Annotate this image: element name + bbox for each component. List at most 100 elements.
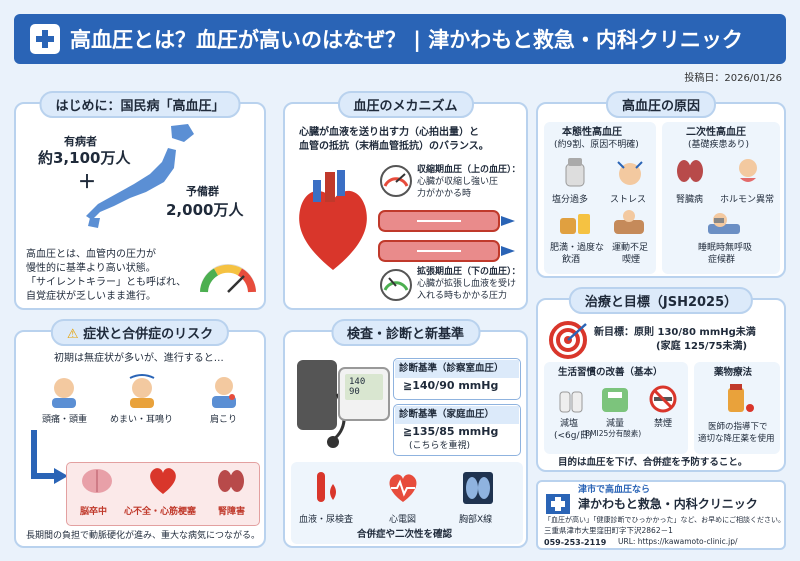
symptoms-intro: 初期は無症状が多いが、進行すると… <box>54 353 224 364</box>
lifestyle-weight: 減量 <box>606 419 625 429</box>
clinic-url[interactable]: URL: https://kawamoto-clinic.jp/ <box>618 537 738 546</box>
complication-stroke: 脳卒中 <box>80 507 108 517</box>
lifestyle-salt: 減塩 <box>560 419 579 429</box>
bp-bottom-reading: 90 <box>349 387 360 397</box>
systolic-line-2: 心臓が収縮し強い圧 <box>417 177 499 187</box>
headache-person-icon <box>52 378 76 408</box>
symptoms-foot: 長期間の負担で動脈硬化が進み、重大な病気につながる。 <box>26 531 261 541</box>
cause-drinking: 飲酒 <box>562 255 581 265</box>
dizziness-person-icon <box>129 374 155 408</box>
bp-top-reading: 140 <box>349 377 366 387</box>
medicine-bottle-icon <box>728 384 754 412</box>
diagnosis-title: 検査・診断と新基準 <box>330 319 481 346</box>
intro-desc-2: 慢性的に基準より高い状態。 <box>26 263 156 274</box>
salt-shaker-icon <box>559 391 583 413</box>
warning-icon: ⚠ <box>66 327 79 342</box>
causes-panel: 高血圧の原因 本態性高血圧 (約9割、原因不明確) 二次性高血圧 (基礎疾患あり… <box>536 91 786 278</box>
diastolic-line-2: 心臓が拡張し血液を受け <box>417 279 517 289</box>
sleep-apnea-icon <box>708 213 740 234</box>
lifestyle-salt-note: (<6g/日) <box>554 431 593 441</box>
post-date: 投稿日：2026/01/26 <box>684 73 782 84</box>
secondary-sub: (基礎疾患あり) <box>688 140 750 150</box>
home-criteria-note: (こちらを重視) <box>409 441 471 451</box>
diagnosis-panel: 検査・診断と新基準 140 90 診断基準（診察室血圧） ≧140/90 mmH… <box>283 319 528 548</box>
clinic-panel: 津市で高血圧なら 津かわもと救急・内科クリニック 「血圧が高い」「健康診断でひっ… <box>536 480 786 550</box>
test-blood-urine: 血液・尿検査 <box>299 515 354 525</box>
stiff-shoulder-icon <box>212 377 236 408</box>
kidney-icon <box>677 160 703 182</box>
couch-icon <box>614 210 644 234</box>
brain-icon <box>82 469 112 493</box>
complication-kidney: 腎障害 <box>218 507 246 517</box>
clinic-address: 三重県津市大里窪田町字下沢2862－1 <box>544 526 673 535</box>
diastolic-line-1: 拡張期血圧（下の血圧）： <box>417 267 521 277</box>
cause-obesity: 肥満・過度な <box>550 243 605 253</box>
chest-xray-icon <box>463 472 493 504</box>
symptoms-panel: ⚠ 症状と合併症のリスク 初期は無症状が多いが、進行すると… 頭痛・頭重 めまい… <box>14 319 266 548</box>
essential-subpanel <box>544 122 656 274</box>
mechanism-title: 血圧のメカニズム <box>337 91 474 118</box>
clinic-name: 津かわもと救急・内科クリニック <box>578 497 758 511</box>
intro-desc-4: 自覚症状が乏しいまま進行。 <box>26 291 156 302</box>
secondary-syndrome: 症候群 <box>708 255 736 265</box>
essential-title: 本態性高血圧 <box>562 127 622 138</box>
cause-stress: ストレス <box>610 195 647 205</box>
diastolic-gauge-icon <box>380 269 412 301</box>
symptoms-title: ⚠ 症状と合併症のリスク <box>50 319 230 346</box>
diastolic-line-3: 入れる時もかかる圧力 <box>417 291 508 301</box>
lifestyle-weight-note: (BMI25分有酸素) <box>582 429 642 438</box>
treatment-title: 治療と目標（JSH2025） <box>568 287 754 314</box>
hospital-icon <box>546 494 570 514</box>
secondary-sleep-apnea: 睡眠時無呼吸 <box>698 243 753 253</box>
home-criteria-label: 診断基準（家庭血圧） <box>395 406 519 424</box>
stress-icon <box>617 161 643 185</box>
medication-line-2: 適切な降圧薬を使用 <box>698 434 775 444</box>
clinic-tel[interactable]: 059-253-2119 <box>544 538 607 547</box>
secondary-kidney: 腎臓病 <box>676 195 704 205</box>
test-tube-icon <box>317 472 336 502</box>
test-ecg: 心電図 <box>389 515 417 525</box>
ecg-heart-icon <box>389 474 417 502</box>
clinic-message: 「血圧が高い」「健康診断でひっかかった」など、お早めにご相談ください。 <box>544 516 786 524</box>
thyroid-icon <box>739 159 757 182</box>
medication-title: 薬物療法 <box>714 367 753 378</box>
secondary-subpanel <box>662 122 780 274</box>
heart-icon <box>299 170 367 270</box>
symptom-headache: 頭痛・頭重 <box>42 415 88 425</box>
secondary-hormone: ホルモン異常 <box>720 195 775 205</box>
symptom-dizziness: めまい・耳鳴り <box>110 415 174 425</box>
causes-title: 高血圧の原因 <box>605 91 717 118</box>
no-smoking-icon <box>649 385 677 413</box>
symptoms-title-text: 症状と合併症のリスク <box>83 327 214 342</box>
scale-icon <box>602 388 628 412</box>
intro-title: はじめに：国民病「高血圧」 <box>39 91 241 118</box>
kidney-small-icon <box>218 470 244 492</box>
clinic-criteria-label: 診断基準（診察室血圧） <box>395 360 519 378</box>
treatment-panel: 治療と目標（JSH2025） 新目標：原則 130/80 mmHg未満 (家庭 … <box>536 287 786 472</box>
clinic-criteria-value: ≧140/90 mmHg <box>403 379 499 392</box>
complication-heart: 心不全・心筋梗塞 <box>124 507 197 517</box>
progression-arrow-icon <box>31 430 68 484</box>
patients-value: 約3,100万人 <box>38 149 131 167</box>
artery-wide-icon <box>378 240 515 262</box>
food-drink-icon <box>560 214 590 234</box>
diagnosis-foot: 合併症や二次性を確認 <box>357 529 453 540</box>
systolic-line-1: 収縮期血圧（上の血圧）： <box>417 165 521 175</box>
page-header: 高血圧とは？血圧が高いのはなぜ？ | 津かわもと救急・内科クリニック <box>14 14 786 64</box>
japan-map-icon <box>86 124 194 228</box>
target-icon <box>549 321 587 359</box>
mechanism-intro-1: 心臓が血液を送り出す力（心拍出量）と <box>299 127 479 138</box>
cause-no-exercise: 運動不足 <box>612 243 649 253</box>
clinic-pre: 津市で高血圧なら <box>578 485 651 495</box>
home-criteria-value: ≧135/85 mmHg <box>403 425 499 438</box>
medical-cross-icon <box>30 24 60 54</box>
systolic-line-3: 力がかかる時 <box>417 189 472 199</box>
treatment-foot: 目的は血圧を下げ、合併症を予防すること。 <box>558 457 748 468</box>
secondary-title: 二次性高血圧 <box>686 127 746 138</box>
mechanism-intro-2: 血管の抵抗（末梢血管抵抗）のバランス。 <box>299 141 489 152</box>
reserve-value: 2,000万人 <box>166 201 244 219</box>
plus-sign: ＋ <box>78 172 96 193</box>
intro-desc-3: 「サイレントキラー」とも呼ばれ、 <box>26 277 187 288</box>
cause-smoking: 喫煙 <box>622 255 641 265</box>
patients-label: 有病者 <box>64 135 97 148</box>
